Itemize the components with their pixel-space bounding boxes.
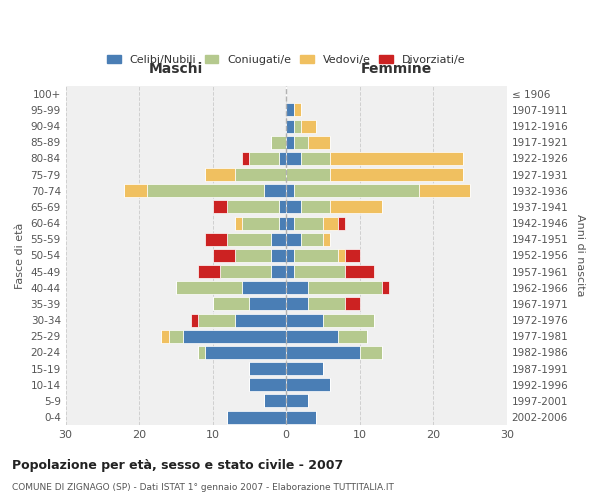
Bar bbox=[286, 394, 308, 407]
Text: Maschi: Maschi bbox=[149, 62, 203, 76]
Bar bbox=[242, 152, 250, 165]
Bar bbox=[301, 200, 331, 213]
Bar bbox=[279, 200, 286, 213]
Bar bbox=[419, 184, 470, 197]
Bar bbox=[308, 282, 382, 294]
Bar bbox=[235, 216, 242, 230]
Bar bbox=[176, 282, 242, 294]
Bar bbox=[242, 282, 286, 294]
Bar bbox=[338, 249, 345, 262]
Bar bbox=[301, 152, 331, 165]
Bar bbox=[286, 168, 331, 181]
Bar bbox=[293, 136, 308, 148]
Bar bbox=[308, 136, 331, 148]
Bar bbox=[227, 410, 286, 424]
Bar bbox=[286, 104, 293, 117]
Bar bbox=[382, 282, 389, 294]
Bar bbox=[271, 265, 286, 278]
Bar bbox=[242, 216, 279, 230]
Bar bbox=[286, 233, 301, 245]
Bar bbox=[198, 314, 235, 326]
Bar bbox=[198, 265, 220, 278]
Text: COMUNE DI ZIGNAGO (SP) - Dati ISTAT 1° gennaio 2007 - Elaborazione TUTTITALIA.IT: COMUNE DI ZIGNAGO (SP) - Dati ISTAT 1° g… bbox=[12, 484, 394, 492]
Bar bbox=[227, 233, 271, 245]
Bar bbox=[198, 346, 205, 359]
Bar bbox=[279, 152, 286, 165]
Bar bbox=[212, 298, 250, 310]
Bar bbox=[286, 152, 301, 165]
Y-axis label: Anni di nascita: Anni di nascita bbox=[575, 214, 585, 296]
Bar bbox=[146, 184, 264, 197]
Bar bbox=[345, 265, 374, 278]
Bar bbox=[191, 314, 198, 326]
Bar bbox=[235, 249, 271, 262]
Bar bbox=[227, 200, 279, 213]
Bar bbox=[220, 265, 271, 278]
Bar bbox=[235, 314, 286, 326]
Bar bbox=[250, 152, 279, 165]
Bar bbox=[293, 265, 345, 278]
Bar bbox=[205, 168, 235, 181]
Bar bbox=[205, 346, 286, 359]
Bar bbox=[323, 233, 331, 245]
Bar bbox=[286, 120, 293, 132]
Bar bbox=[250, 378, 286, 391]
Text: Femmine: Femmine bbox=[361, 62, 432, 76]
Bar bbox=[169, 330, 183, 342]
Bar bbox=[286, 330, 338, 342]
Bar bbox=[331, 168, 463, 181]
Bar bbox=[338, 330, 367, 342]
Bar bbox=[286, 282, 308, 294]
Bar bbox=[360, 346, 382, 359]
Y-axis label: Fasce di età: Fasce di età bbox=[15, 222, 25, 288]
Bar bbox=[286, 249, 293, 262]
Bar bbox=[345, 298, 360, 310]
Bar bbox=[323, 216, 338, 230]
Bar bbox=[331, 200, 382, 213]
Bar bbox=[323, 314, 374, 326]
Bar bbox=[264, 184, 286, 197]
Bar bbox=[345, 249, 360, 262]
Bar bbox=[293, 104, 301, 117]
Bar bbox=[301, 233, 323, 245]
Bar bbox=[286, 200, 301, 213]
Bar bbox=[338, 216, 345, 230]
Bar bbox=[286, 410, 316, 424]
Bar bbox=[279, 216, 286, 230]
Bar bbox=[286, 136, 293, 148]
Bar bbox=[308, 298, 345, 310]
Bar bbox=[124, 184, 146, 197]
Bar bbox=[212, 249, 235, 262]
Bar bbox=[293, 120, 301, 132]
Bar bbox=[212, 200, 227, 213]
Bar bbox=[293, 184, 419, 197]
Bar bbox=[286, 265, 293, 278]
Bar bbox=[286, 184, 293, 197]
Bar bbox=[205, 233, 227, 245]
Bar bbox=[183, 330, 286, 342]
Bar bbox=[286, 314, 323, 326]
Bar bbox=[286, 378, 331, 391]
Bar bbox=[264, 394, 286, 407]
Bar bbox=[286, 216, 293, 230]
Bar bbox=[271, 233, 286, 245]
Legend: Celibi/Nubili, Coniugati/e, Vedovi/e, Divorziati/e: Celibi/Nubili, Coniugati/e, Vedovi/e, Di… bbox=[103, 50, 469, 70]
Bar bbox=[161, 330, 169, 342]
Bar bbox=[271, 249, 286, 262]
Text: Popolazione per età, sesso e stato civile - 2007: Popolazione per età, sesso e stato civil… bbox=[12, 460, 343, 472]
Bar bbox=[250, 362, 286, 375]
Bar bbox=[301, 120, 316, 132]
Bar bbox=[235, 168, 286, 181]
Bar bbox=[331, 152, 463, 165]
Bar bbox=[271, 136, 286, 148]
Bar bbox=[286, 362, 323, 375]
Bar bbox=[293, 216, 323, 230]
Bar bbox=[286, 346, 360, 359]
Bar bbox=[250, 298, 286, 310]
Bar bbox=[293, 249, 338, 262]
Bar bbox=[286, 298, 308, 310]
